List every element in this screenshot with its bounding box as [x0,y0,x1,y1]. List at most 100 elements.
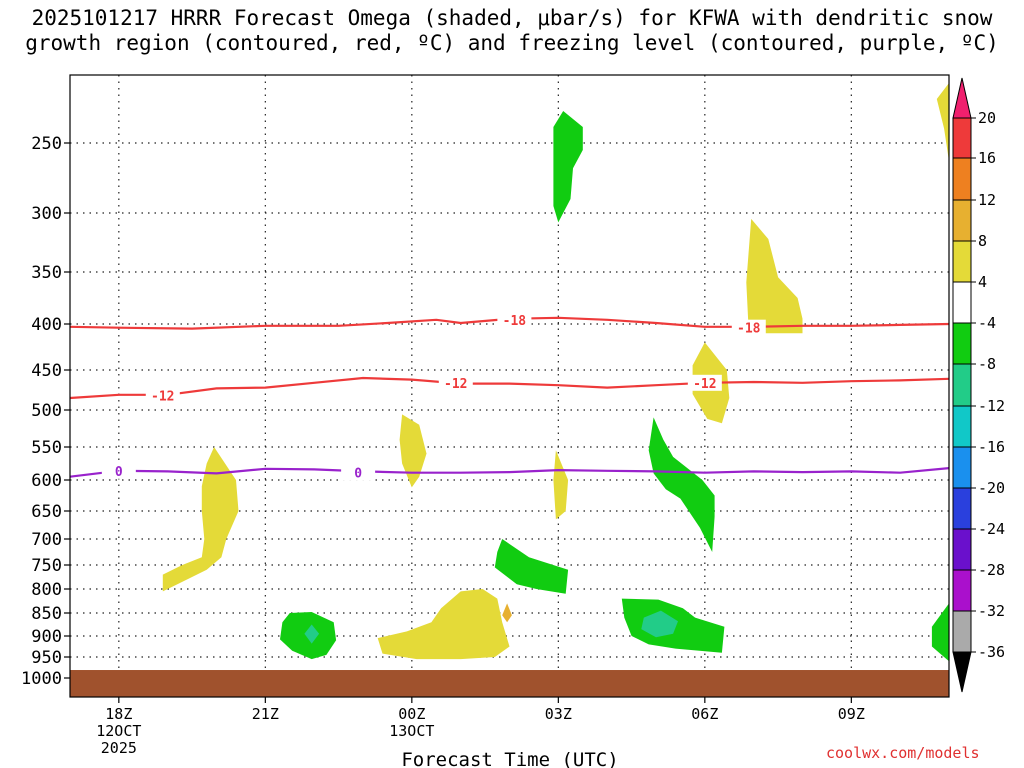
minus-18-isotherm-label-bg [497,311,532,328]
minus-12-isotherm-label: -12 [693,377,716,392]
y-tick-label-600: 600 [31,471,62,491]
y-tick-label-450: 450 [31,361,62,381]
omega-shading [162,83,949,662]
colorbar-label: -20 [978,479,1005,497]
y-tick-label-750: 750 [31,556,62,576]
y-tick-label-950: 950 [31,648,62,668]
x-tick-label: 06Z [691,705,718,723]
colorbar-label: -28 [978,561,1005,579]
minus-12-isotherm-label-bg [438,374,473,391]
y-tick-label-700: 700 [31,530,62,550]
colorbar-label: -4 [978,314,996,332]
freezing-level-label-bg [341,464,376,481]
colorbar-label: -32 [978,602,1005,620]
omega-region-yellow-06z-upper [746,218,803,334]
omega-region-green-0230z [494,539,569,594]
x-tick-label: 00Z [398,705,425,723]
x-axis-title: Forecast Time (UTC) [401,749,618,768]
omega-region-yellow-19z [162,447,239,592]
chart-title: 2025101217 HRRR Forecast Omega (shaded, … [0,6,1024,56]
freezing-level-label: 0 [115,465,123,480]
colorbar-segment [952,569,972,612]
colorbar-segment [952,281,972,324]
minus-12-isotherm-label-bg [145,387,180,404]
omega-region-teal-04z [641,610,678,638]
omega-region-green-upper-03z [553,111,583,223]
x-tick-label: 13OCT [389,722,434,740]
freezing-level-label-bg [101,462,136,479]
freezing-level-label: 0 [354,467,362,482]
colorbar-bottom-arrow [952,651,972,693]
colorbar-segment [952,322,972,365]
colorbar-segment [952,240,972,283]
colorbar-label: 12 [978,191,996,209]
colorbar-segment [952,199,972,242]
colorbar-segment [952,610,972,653]
omega-region-green-04z [648,417,715,552]
colorbar-label: -8 [978,355,996,373]
y-tick-label-300: 300 [31,204,62,224]
y-tick-label-800: 800 [31,580,62,600]
grid [70,75,949,697]
omega-region-teal-22z [304,624,320,644]
ground-surface [70,670,949,697]
omega-region-yellow-0230z [553,450,569,520]
minus-18-isotherm-label: -18 [737,322,761,337]
colorbar-segment [952,117,972,159]
colorbar-segment [952,405,972,448]
y-tick-label-400: 400 [31,315,62,335]
omega-region-orange-0100z [502,603,512,623]
x-tick-label: 03Z [545,705,572,723]
y-tick-label-1000: 1000 [21,669,62,689]
colorbar-label: 8 [978,232,987,250]
y-tick-label-550: 550 [31,438,62,458]
x-tick-label: 12OCT [96,722,141,740]
colorbar-label: -12 [978,397,1005,415]
omega-region-yellow-upper-right [936,83,949,162]
colorbar-label: 4 [978,273,987,291]
omega-region-yellow-0030z-low [377,589,510,660]
colorbar-segment [952,528,972,571]
colorbar-label: -24 [978,520,1005,538]
colorbar-segment [952,487,972,530]
plot-frame [69,74,950,698]
ground [70,670,949,697]
y-tick-label-500: 500 [31,401,62,421]
y-tick-label-850: 850 [31,604,62,624]
minus-12-isotherm-label-bg [687,374,722,391]
minus-12-isotherm-label: -12 [151,390,174,405]
colorbar-label: 16 [978,149,996,167]
contours: -18 -18 -12 -12 -12 0 0 [69,311,950,482]
omega-region-yellow-2330z [399,414,427,488]
x-tick-label: 18Z [105,705,132,723]
colorbar-label: -36 [978,643,1005,661]
colorbar-segment [952,157,972,201]
colorbar-top-arrow [952,77,972,119]
x-tick-label: 09Z [838,705,865,723]
colorbar-segment [952,363,972,407]
y-tick-label-650: 650 [31,502,62,522]
colorbar-label: -16 [978,438,1005,456]
y-axis: 250 300 350 400 450 500 550 600 650 700 750 800 850 9… [21,134,70,689]
chart-title-line-1: 2025101217 HRRR Forecast Omega (shaded, … [31,6,993,30]
minus-12-isotherm [69,376,950,400]
chart-title-line-2: growth region (contoured, red, ºC) and f… [25,31,999,55]
y-tick-label-900: 900 [31,627,62,647]
minus-18-isotherm [69,316,950,330]
minus-12-isotherm-label: -12 [444,377,467,392]
x-tick-label: 2025 [101,739,137,757]
freezing-level [69,467,950,478]
y-tick-label-350: 350 [31,263,62,283]
minus-18-isotherm-label-bg [731,319,766,336]
credit-link[interactable]: coolwx.com/models [826,744,980,762]
minus-18-isotherm-label: -18 [503,314,527,329]
colorbar-label: 20 [978,109,996,127]
x-tick-label: 21Z [252,705,279,723]
colorbar: 20 16 12 8 4 -4 -8 -12 -16 -20 -24 -28 -32 -36 [952,77,1005,693]
colorbar-segment [952,446,972,489]
omega-region-green-right-edge [931,603,949,662]
y-tick-label-250: 250 [31,134,62,154]
